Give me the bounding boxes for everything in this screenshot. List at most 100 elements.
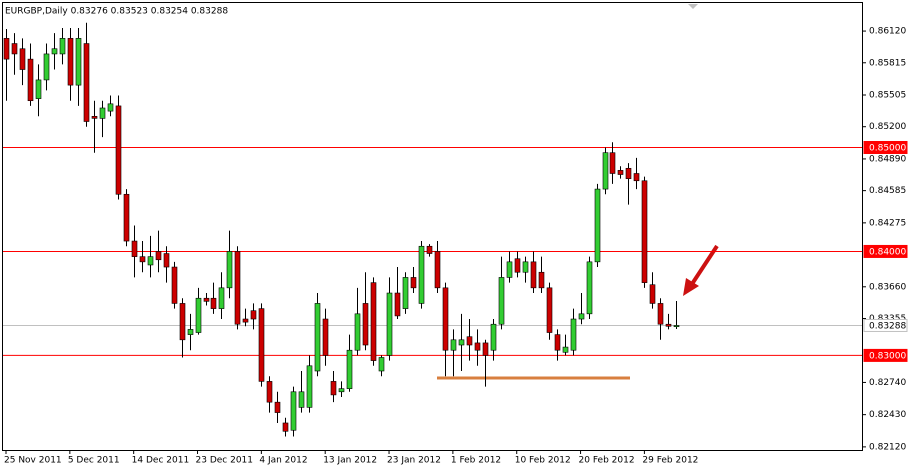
- candle-body: [330, 381, 337, 396]
- candle-body: [234, 251, 241, 325]
- y-tick-label: 0.85815: [869, 58, 906, 68]
- candle-body: [187, 329, 194, 335]
- candle-body: [203, 297, 210, 302]
- candle-body: [131, 240, 138, 257]
- price-label: 0.83288: [869, 321, 906, 331]
- candle-body: [657, 303, 664, 325]
- candle-body: [530, 261, 537, 289]
- candle-body: [27, 58, 34, 102]
- candle-body: [91, 116, 98, 119]
- y-tick-label: 0.86120: [869, 27, 906, 37]
- x-tick-label: 1 Feb 2012: [451, 456, 501, 466]
- candle-body: [266, 381, 273, 403]
- candle-body: [458, 339, 465, 346]
- candle-body: [522, 261, 529, 273]
- price-label-box: [863, 348, 908, 362]
- x-tick-label: 13 Jan 2012: [323, 456, 377, 466]
- candle-body: [75, 38, 82, 86]
- x-tick-label: 5 Dec 2011: [68, 456, 120, 466]
- candle-body: [3, 38, 10, 60]
- price-label: 0.84000: [869, 247, 906, 257]
- candle-body: [354, 313, 361, 351]
- candle-body: [11, 43, 18, 55]
- candle-body: [386, 292, 393, 356]
- candle-body: [602, 152, 609, 190]
- x-tick-label: 23 Dec 2011: [196, 456, 254, 466]
- candle-body: [107, 103, 114, 112]
- x-tick-label: 23 Jan 2012: [387, 456, 441, 466]
- candle-body: [546, 287, 553, 333]
- price-label: 0.83000: [869, 351, 906, 361]
- y-tick-label: 0.84275: [869, 218, 906, 228]
- candle-body: [274, 401, 281, 413]
- candle-body: [35, 79, 42, 99]
- candle-body: [482, 342, 489, 356]
- candle-body: [673, 325, 680, 328]
- candle-body: [298, 391, 305, 408]
- candle-body: [282, 422, 289, 432]
- candle-body: [163, 253, 170, 268]
- candle-body: [306, 365, 313, 408]
- candle-body: [123, 193, 130, 242]
- arrow-shaft: [690, 244, 719, 286]
- candle-body: [314, 303, 321, 372]
- candle-body: [426, 245, 433, 254]
- y-tick-label: 0.82740: [869, 378, 906, 388]
- candle-body: [115, 105, 122, 195]
- candle-body: [586, 261, 593, 315]
- candle-body: [538, 271, 545, 289]
- candle-body: [322, 318, 329, 356]
- candle-body: [490, 323, 497, 351]
- candle-body: [450, 339, 457, 351]
- plot-frame: [2, 2, 863, 451]
- x-tick-label: 10 Feb 2012: [515, 456, 571, 466]
- price-label-box: [863, 140, 908, 154]
- candle-body: [410, 277, 417, 289]
- x-tick-label: 20 Feb 2012: [579, 456, 635, 466]
- candle-body: [625, 167, 632, 179]
- x-tick-label: 25 Nov 2011: [4, 456, 62, 466]
- candle-body: [83, 43, 90, 122]
- candle-body: [442, 287, 449, 351]
- candle-body: [594, 188, 601, 263]
- x-tick-label: 14 Dec 2011: [132, 456, 190, 466]
- candle-body: [346, 349, 353, 389]
- candle-body: [51, 48, 58, 55]
- candle-body: [43, 53, 50, 81]
- candle-body: [434, 251, 441, 289]
- candle-body: [578, 313, 585, 320]
- candle-body: [641, 180, 648, 283]
- candle-body: [59, 38, 66, 55]
- candle-body: [67, 38, 74, 86]
- y-tick-label: 0.84585: [869, 186, 906, 196]
- shift-marker: [688, 4, 698, 9]
- candle-body: [649, 284, 656, 304]
- candle-body: [554, 334, 561, 351]
- candle-body: [362, 303, 369, 346]
- candle-body: [378, 357, 385, 372]
- candle-body: [474, 342, 481, 351]
- candle-body: [514, 258, 521, 273]
- candle-body: [418, 245, 425, 304]
- y-tick-label: 0.85505: [869, 90, 906, 100]
- price-label-box: [863, 244, 908, 258]
- candle-body: [195, 297, 202, 333]
- candle-body: [139, 256, 146, 263]
- candle-body: [633, 173, 640, 182]
- candle-body: [210, 297, 217, 309]
- candle-body: [226, 251, 233, 289]
- y-tick-label: 0.84890: [869, 154, 906, 164]
- candle-body: [617, 170, 624, 175]
- y-tick-label: 0.82430: [869, 410, 906, 420]
- candle-body: [338, 388, 345, 393]
- candle-body: [218, 287, 225, 309]
- candle-body: [179, 303, 186, 341]
- candle-body: [258, 308, 265, 382]
- candle-body: [609, 152, 616, 174]
- candle-body: [171, 266, 178, 304]
- candle-body: [147, 256, 154, 266]
- candle-body: [242, 318, 249, 323]
